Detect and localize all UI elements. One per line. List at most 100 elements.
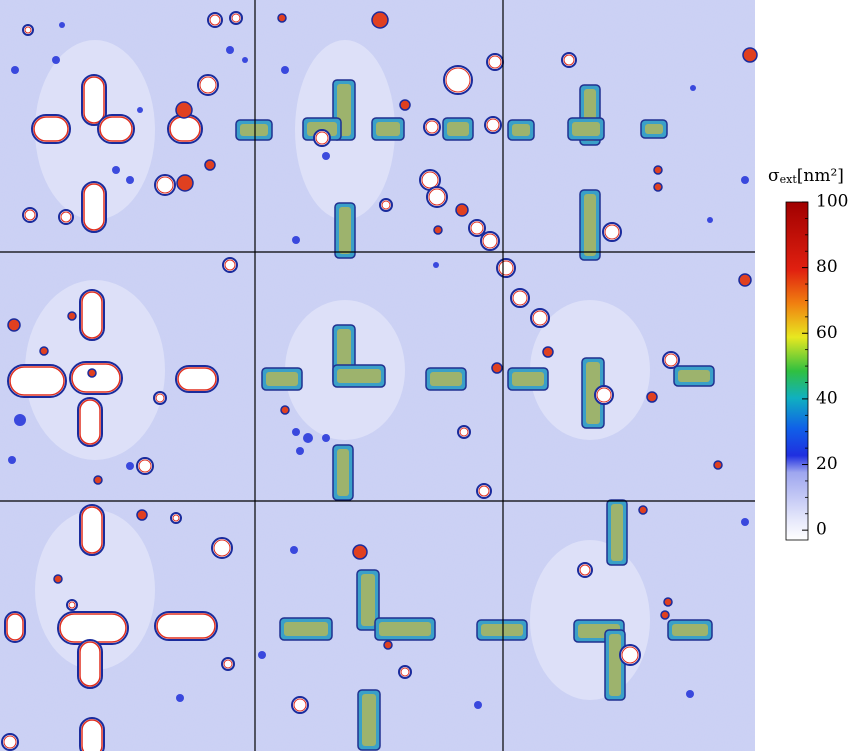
symbol: σ	[768, 166, 780, 186]
rod-core	[376, 122, 400, 136]
particle	[176, 694, 184, 702]
rod-edge	[33, 116, 69, 142]
particle-edge	[532, 310, 548, 326]
particle	[352, 544, 368, 560]
particle-edge	[428, 188, 446, 206]
particle-edge	[68, 601, 76, 609]
particle	[741, 176, 749, 184]
rod-core	[379, 622, 431, 636]
particle	[455, 203, 469, 217]
rod-core	[361, 574, 375, 626]
rod-core	[337, 449, 349, 496]
particle	[59, 22, 65, 28]
particle	[303, 433, 313, 443]
particle	[292, 428, 300, 436]
particle-edge	[421, 171, 439, 189]
particle-edge	[155, 393, 165, 403]
rod-edge	[81, 506, 103, 554]
particle	[281, 66, 289, 74]
rod-core	[609, 634, 621, 696]
particle	[22, 24, 34, 36]
colorbar-tick-label: 80	[816, 257, 838, 277]
rod	[31, 114, 71, 144]
rod	[154, 611, 218, 641]
subscript: ext	[780, 173, 798, 186]
particle	[14, 414, 26, 426]
particle-edge	[445, 67, 471, 93]
particle-edge	[209, 14, 221, 26]
particle	[175, 101, 193, 119]
particle-edge	[213, 539, 231, 557]
particle	[296, 447, 304, 455]
particle-edge	[223, 659, 233, 669]
particle-edge	[488, 55, 502, 69]
particle	[277, 13, 287, 23]
particle	[211, 537, 233, 559]
particle	[653, 165, 663, 175]
particle	[383, 640, 393, 650]
colorbar-tick-label: 40	[816, 388, 838, 408]
rod	[57, 611, 129, 645]
particle	[112, 166, 120, 174]
particle	[510, 288, 530, 308]
halo	[35, 40, 155, 220]
rod-core	[672, 624, 708, 636]
rod	[69, 361, 123, 395]
rod-core	[572, 122, 600, 136]
rod-core	[337, 369, 381, 383]
particle	[542, 346, 554, 358]
rod	[4, 611, 26, 643]
rod	[81, 181, 107, 233]
particle	[653, 182, 663, 192]
particle	[707, 217, 713, 223]
particle	[738, 273, 752, 287]
rod	[77, 639, 103, 689]
particle-edge	[596, 387, 612, 403]
particle	[690, 85, 696, 91]
particle-edge	[563, 54, 575, 66]
rod-core	[430, 372, 462, 386]
colorbar-tick-label: 0	[816, 520, 827, 540]
rod-edge	[71, 363, 121, 393]
particle	[742, 47, 758, 63]
particle	[399, 99, 411, 111]
particle	[137, 107, 143, 113]
rod	[81, 74, 107, 126]
particle-edge	[482, 233, 498, 249]
particle-edge	[293, 698, 307, 712]
particle	[322, 434, 330, 442]
rod-edge	[99, 116, 133, 142]
rod-core	[447, 122, 469, 136]
rod	[79, 289, 105, 341]
particle	[491, 362, 503, 374]
particle-edge	[486, 118, 500, 132]
rod-edge	[156, 613, 216, 639]
particle	[433, 262, 439, 268]
particle	[371, 11, 389, 29]
particle	[433, 225, 443, 235]
particle	[602, 222, 622, 242]
particle-edge	[315, 131, 329, 145]
rod	[97, 114, 135, 144]
colorbar-title: σext[nm²]	[768, 166, 844, 187]
particle	[530, 308, 550, 328]
rod-core	[586, 362, 600, 424]
rod-edge	[81, 291, 103, 339]
particle	[426, 186, 448, 208]
rod	[79, 717, 105, 751]
particle-edge	[60, 211, 72, 223]
particle	[280, 405, 290, 415]
particle	[292, 236, 300, 244]
particle-edge	[3, 735, 17, 749]
particle	[8, 456, 16, 464]
particle-edge	[199, 76, 217, 94]
particle-edge	[604, 224, 620, 240]
image-map	[0, 0, 758, 751]
particle-edge	[224, 259, 236, 271]
particle	[87, 368, 97, 378]
rod	[167, 114, 203, 144]
particle	[290, 546, 298, 554]
rod-core	[240, 124, 268, 136]
particle-edge	[664, 353, 678, 367]
